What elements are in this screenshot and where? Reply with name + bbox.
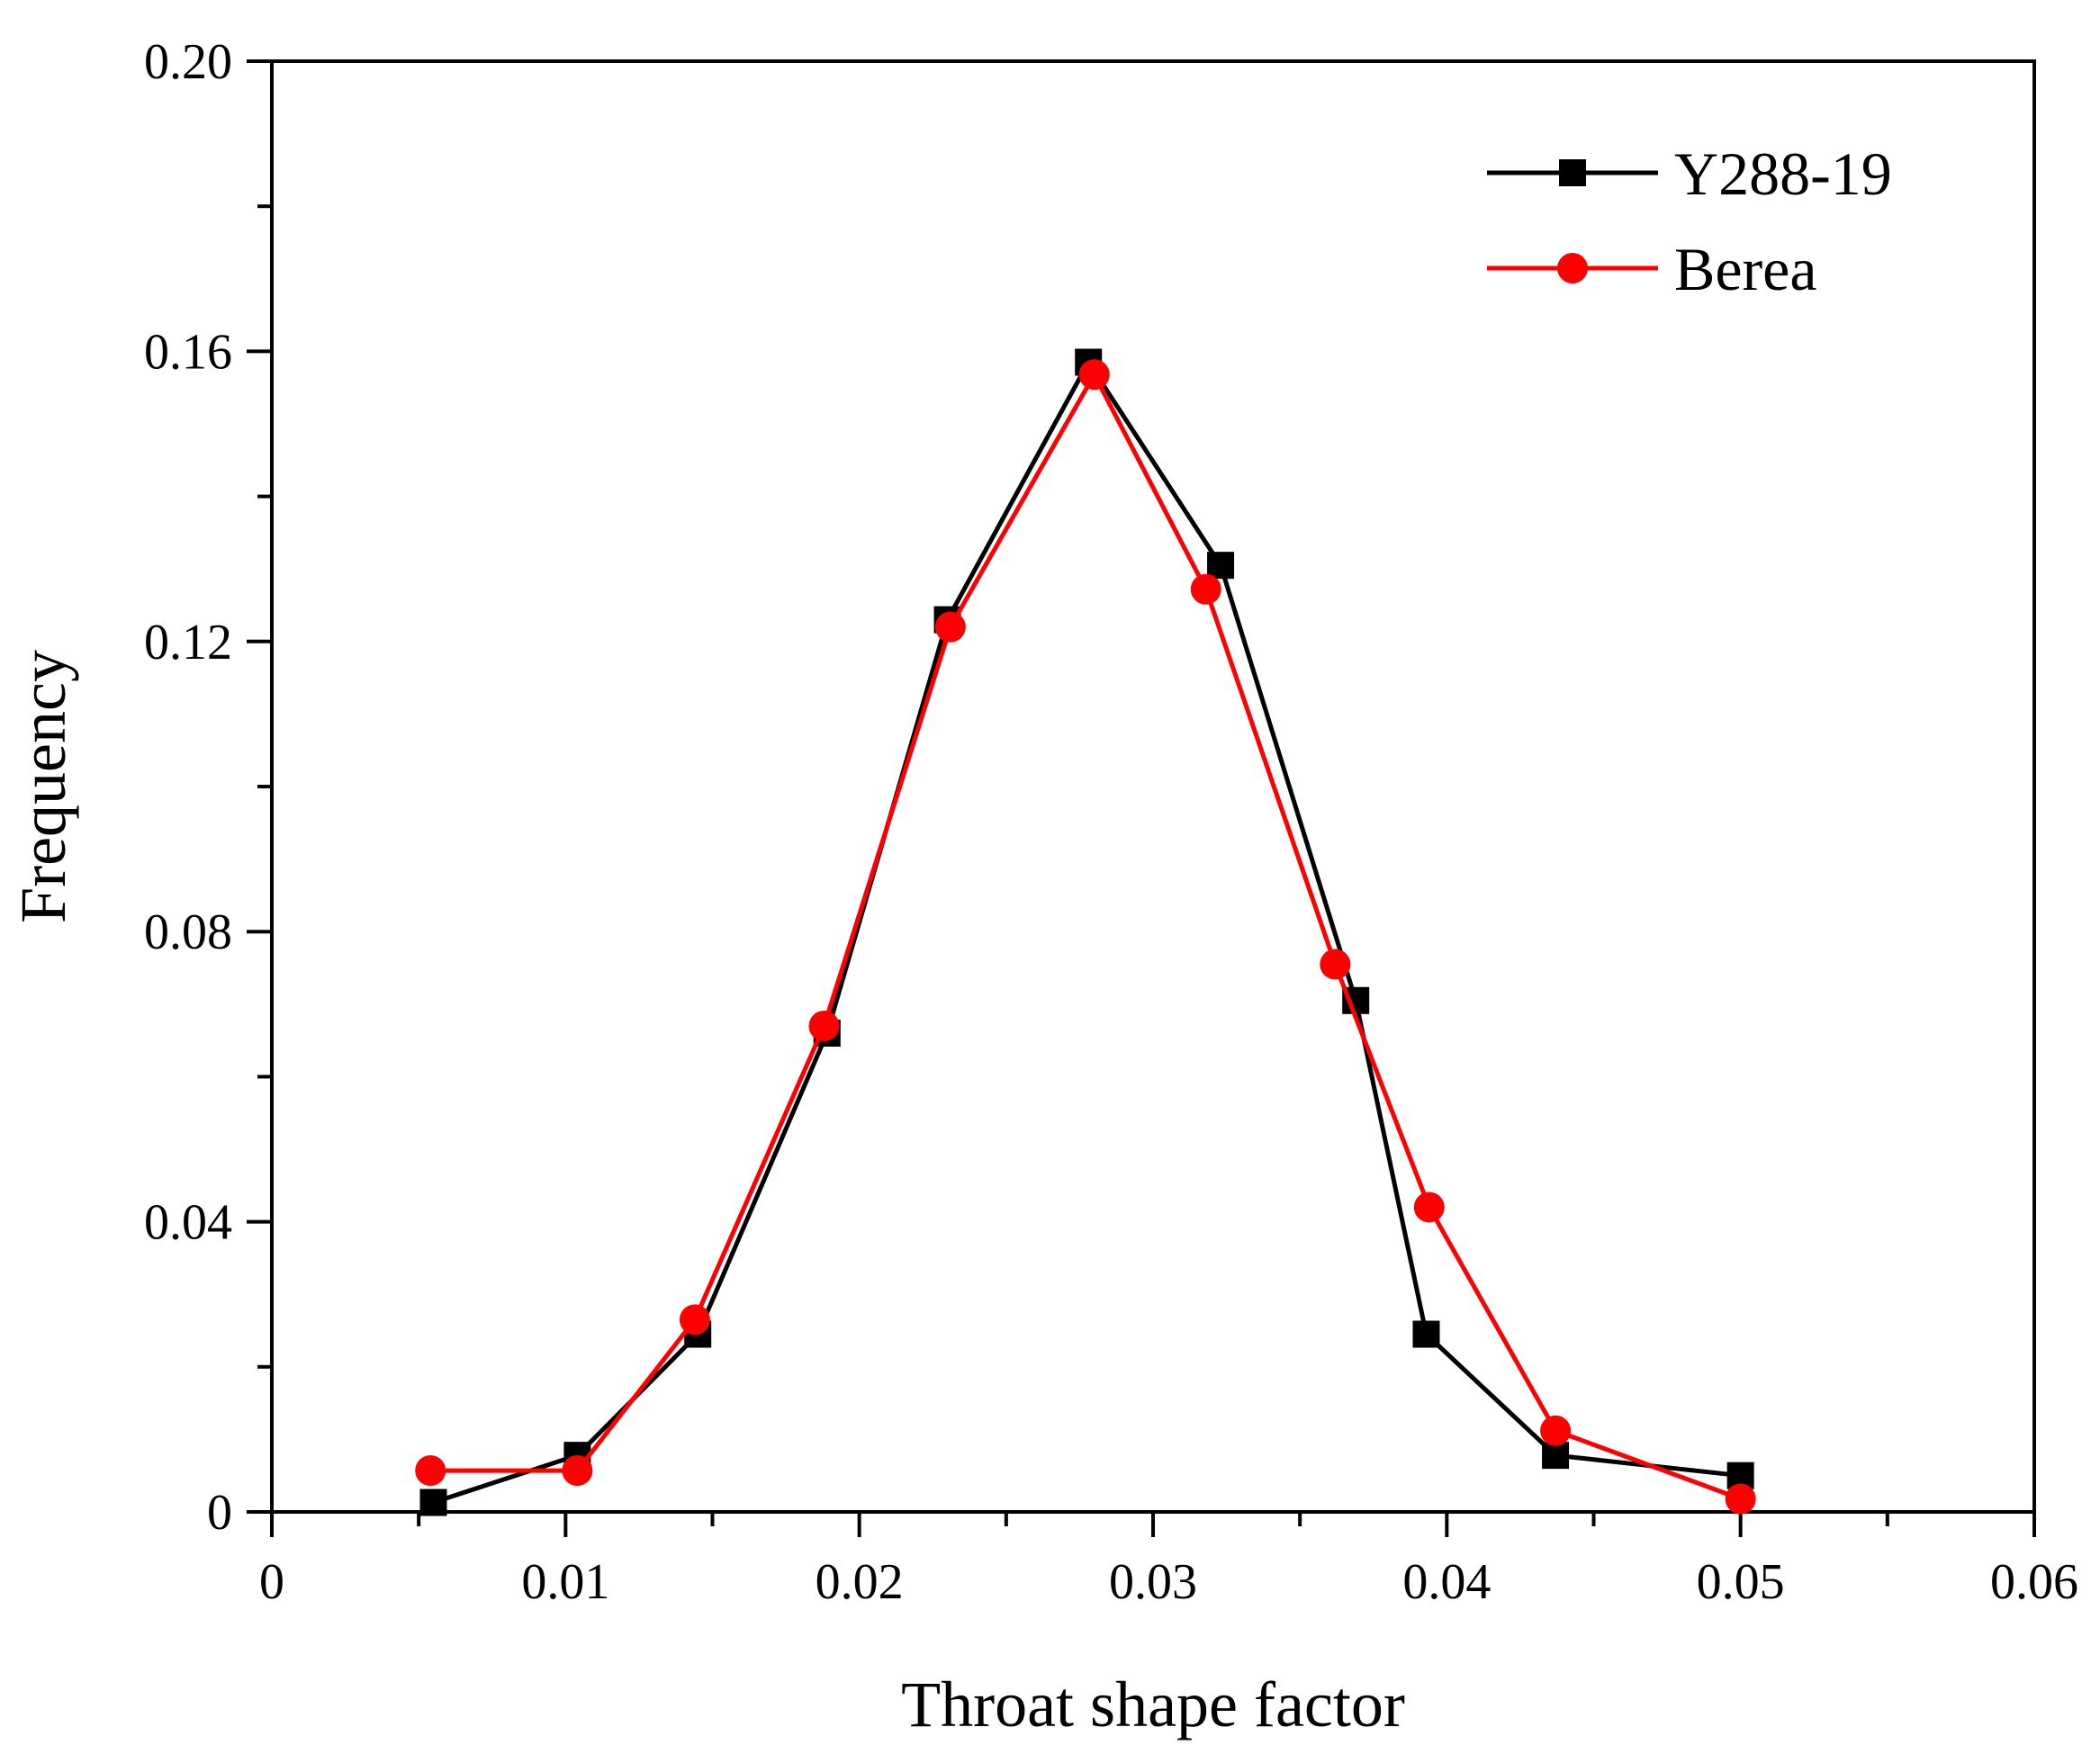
x-tick-label: 0.04 <box>1402 1554 1491 1610</box>
legend: Y288-19 Berea <box>1487 139 1892 303</box>
data-point <box>679 1304 710 1336</box>
data-point <box>1725 1483 1756 1515</box>
x-axis-ticks <box>270 1512 2036 1537</box>
x-tick-label: 0.01 <box>521 1554 609 1610</box>
legend-item: Berea <box>1487 235 1817 303</box>
legend-marker <box>1559 159 1586 186</box>
y-tick-label: 0.08 <box>144 904 232 960</box>
data-point <box>1207 552 1235 580</box>
x-axis-title: Throat shape factor <box>901 1669 1405 1741</box>
y-axis-title: Frequency <box>7 650 79 923</box>
data-point <box>1190 573 1221 605</box>
data-point <box>1078 359 1110 391</box>
y-tick-label: 0.16 <box>144 324 232 380</box>
series-y288-19 <box>419 348 1754 1516</box>
y-tick-label: 0.04 <box>144 1195 232 1251</box>
legend-item: Y288-19 <box>1487 139 1892 208</box>
x-tick-label: 0 <box>259 1554 284 1610</box>
legend-label: Berea <box>1674 235 1817 303</box>
data-point <box>1320 949 1351 980</box>
y-tick-label: 0.20 <box>144 34 232 90</box>
y-tick-label: 0.12 <box>144 615 232 670</box>
data-point <box>934 611 966 643</box>
x-axis-tick-labels: 0 0.01 0.02 0.03 0.04 0.05 0.06 <box>259 1554 2078 1610</box>
x-tick-label: 0.02 <box>816 1554 904 1610</box>
data-point <box>415 1455 446 1487</box>
data-point <box>1413 1192 1445 1223</box>
series-line <box>430 372 1742 1501</box>
legend-marker <box>1557 253 1588 283</box>
y-tick-label: 0 <box>207 1485 232 1541</box>
x-tick-label: 0.03 <box>1109 1554 1197 1610</box>
data-point <box>419 1489 447 1516</box>
x-tick-label: 0.05 <box>1697 1554 1785 1610</box>
series-layer <box>415 348 1756 1516</box>
data-point <box>808 1010 840 1041</box>
data-point <box>1542 1442 1570 1470</box>
series-berea <box>415 359 1756 1515</box>
y-axis-ticks <box>247 59 272 1514</box>
legend-label: Y288-19 <box>1674 139 1892 208</box>
data-point <box>1540 1415 1572 1446</box>
data-point <box>562 1455 593 1487</box>
series-line <box>432 360 1741 1505</box>
y-axis-tick-labels: 0 0.04 0.08 0.12 0.16 0.20 <box>144 34 232 1541</box>
x-tick-label: 0.06 <box>1990 1554 2078 1610</box>
data-point <box>1412 1320 1440 1348</box>
